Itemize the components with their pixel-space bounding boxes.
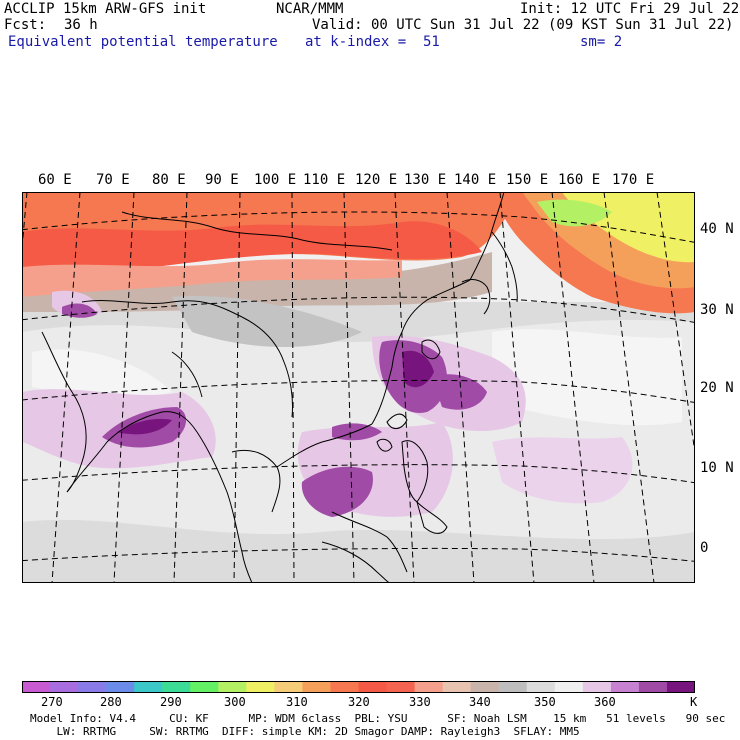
dark-purple-bengal [117,418,172,435]
colorbar-cell [162,681,191,693]
lon-label-150e: 150 E [506,172,549,188]
colorbar-cell [218,681,247,693]
level-info: at k-index = 51 [305,34,440,50]
purple-south-china-sea [301,466,373,517]
colorbar-tick-270: 270 [41,695,63,709]
init-time: Init: 12 UTC Fri 29 Jul 22 [520,1,740,17]
map-panel [22,192,695,583]
colorbar-cell [442,681,472,693]
lon-label-60e: 60 E [38,172,72,188]
colorbar-cell [246,681,275,693]
forecast-label: Fcst: [4,17,47,33]
colorbar-cell [386,681,416,693]
colorbar-tick-340: 340 [469,695,491,709]
colorbar-tick-310: 310 [286,695,308,709]
colorbar-tick-290: 290 [160,695,182,709]
lon-label-140e: 140 E [454,172,497,188]
coastlines [41,192,518,583]
colorbar-cell [582,681,612,693]
map-frame [22,192,695,583]
lat-label-10n: 10 N [700,460,734,476]
colorbar-cell [330,681,359,693]
colorbar-tick-300: 300 [224,695,246,709]
smoothing-info: sm= 2 [580,34,623,50]
purple-east-of-philippines [432,374,487,410]
colorbar-cell [302,681,331,693]
lon-label-130e: 130 E [404,172,447,188]
purple-gulf-tonkin [332,423,382,441]
colorbar-tick-330: 330 [409,695,431,709]
lon-label-120e: 120 E [355,172,398,188]
colorbar-cell [638,681,668,693]
lat-label-30n: 30 N [700,302,734,318]
north-salmon-edge [22,259,402,297]
valid-time: Valid: 00 UTC Sun 31 Jul 22 (09 KST Sun … [312,17,734,33]
forecast-hour: 36 h [64,17,98,33]
colorbar-cell [498,681,528,693]
colorbar-tick-280: 280 [100,695,122,709]
lavender-central-pacific [492,437,633,504]
lon-label-160e: 160 E [558,172,601,188]
lon-label-70e: 70 E [96,172,130,188]
colorbar-cell [22,681,51,693]
ne-green-patch [537,199,612,227]
colorbar-tick-350: 350 [534,695,556,709]
colorbar-cell [106,681,135,693]
colorbar-tick-320: 320 [348,695,370,709]
colorbar-cell [50,681,79,693]
lon-label-110e: 110 E [303,172,346,188]
white-patch-pacific [492,329,682,426]
colorbar-cell [358,681,388,693]
colorbar-unit: K [690,695,698,709]
graticule [22,192,695,583]
colorbar-cell [526,681,556,693]
colorbar-cell [610,681,640,693]
model-info-line2: LW: RRTMG SW: RRTMG DIFF: simple KM: 2D … [30,725,580,738]
lat-label-20n: 20 N [700,380,734,396]
lat-label-40n: 40 N [700,221,734,237]
colorbar-cell [554,681,584,693]
colorbar-cell [666,681,695,693]
center-label: NCAR/MMM [276,1,344,17]
colorbar-cell [78,681,107,693]
model-title: ACCLIP 15km ARW-GFS init [4,1,207,17]
colorbar-cell [414,681,444,693]
field-name: Equivalent potential temperature [8,34,278,50]
colorbar-cell [134,681,163,693]
colorbar [22,681,695,693]
lon-label-100e: 100 E [254,172,297,188]
colorbar-cell [190,681,219,693]
lon-label-170e: 170 E [612,172,655,188]
dark-purple-taiwan [402,350,434,388]
lat-label-0: 0 [700,540,709,556]
colorbar-cell [470,681,500,693]
lon-label-90e: 90 E [205,172,239,188]
model-info-line1: Model Info: V4.4 CU: KF MP: WDM 6class P… [30,712,726,725]
colorbar-tick-360: 360 [594,695,616,709]
lon-label-80e: 80 E [152,172,186,188]
tibet-gray-region [172,296,362,347]
white-patch-india [32,349,172,398]
colorbar-cell [274,681,303,693]
